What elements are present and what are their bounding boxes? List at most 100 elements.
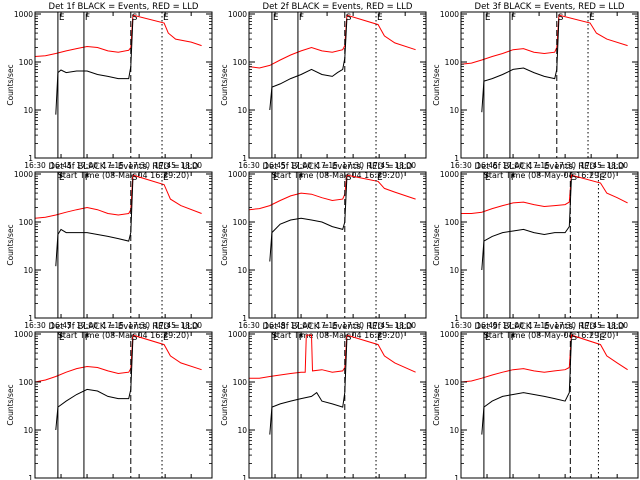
- y-tick-label: 100: [233, 218, 248, 227]
- x-tick-label: 16:30: [238, 321, 260, 330]
- y-tick-label: 100: [19, 378, 34, 387]
- y-tick-label: 10: [449, 106, 459, 115]
- event-marker-label: F: [299, 13, 304, 23]
- y-tick-label: 10: [23, 426, 33, 435]
- y-tick-label: 1000: [14, 170, 33, 179]
- event-marker-label: S: [571, 333, 577, 343]
- x-axis-label: Start Time (08-May-04 16:29:20): [58, 171, 189, 180]
- data-series-line: [461, 174, 628, 214]
- event-marker-label: F: [85, 13, 90, 23]
- y-tick-label: 100: [233, 58, 248, 67]
- event-marker-label: E: [59, 333, 65, 343]
- event-marker-label: F: [511, 173, 516, 183]
- y-axis-label: Counts/sec: [6, 64, 15, 105]
- plot-frame: [460, 11, 639, 159]
- x-tick-label: 17:00: [502, 161, 524, 170]
- y-tick-label: 1000: [14, 10, 33, 19]
- x-axis-label: Start Time (08-May-04 16:29:20): [484, 331, 615, 340]
- event-marker-label: E: [163, 173, 169, 183]
- y-tick-label: 1: [454, 154, 459, 163]
- x-axis-label: Start Time (08-May-04 16:29:20): [484, 171, 615, 180]
- chart-title: Det 8f BLACK = Events, RED = LLD: [263, 322, 413, 332]
- y-tick-label: 100: [445, 218, 460, 227]
- y-tick-label: 1000: [440, 170, 459, 179]
- data-series-line: [34, 14, 202, 57]
- x-tick-label: 17:30: [342, 161, 364, 170]
- x-tick-label: 17:45: [580, 321, 602, 330]
- data-series-line: [249, 334, 416, 379]
- event-marker-label: E: [599, 333, 605, 343]
- x-tick-label: 18:00: [394, 321, 416, 330]
- x-tick-label: 17:15: [528, 321, 550, 330]
- y-tick-label: 1: [28, 314, 33, 323]
- data-series-line: [55, 18, 134, 115]
- chart-title: Det 5f BLACK = Events, RED = LLD: [263, 162, 413, 172]
- event-marker-label: S: [346, 13, 352, 23]
- x-tick-label: 18:00: [394, 161, 416, 170]
- event-marker-label: E: [377, 333, 383, 343]
- event-marker-label: E: [163, 13, 169, 23]
- event-marker-label: S: [132, 13, 138, 23]
- y-axis-label: Counts/sec: [432, 384, 441, 425]
- data-series-line: [460, 14, 628, 65]
- data-series-line: [269, 18, 348, 111]
- chart-title: Det 7f BLACK = Events, RED = LLD: [49, 322, 199, 332]
- plot-frame: [460, 331, 639, 479]
- data-series-line: [55, 338, 134, 431]
- y-axis-label: Counts/sec: [432, 224, 441, 265]
- x-tick-label: 17:30: [554, 161, 576, 170]
- x-tick-label: 17:30: [128, 321, 150, 330]
- y-tick-label: 1000: [440, 10, 459, 19]
- event-marker-label: E: [273, 333, 279, 343]
- plot-frame: [248, 11, 427, 159]
- y-tick-label: 1: [28, 154, 33, 163]
- y-tick-label: 10: [237, 426, 247, 435]
- plot-frame: [248, 171, 427, 319]
- event-marker-label: F: [511, 333, 516, 343]
- data-series-line: [55, 178, 134, 267]
- plot-frame: [34, 331, 213, 479]
- x-tick-label: 17:15: [316, 161, 338, 170]
- x-tick-label: 16:30: [24, 321, 46, 330]
- chart-title: Det 2f BLACK = Events, RED = LLD: [263, 2, 413, 12]
- x-tick-label: 17:30: [554, 321, 576, 330]
- data-series-line: [481, 18, 560, 113]
- event-marker-label: E: [377, 173, 383, 183]
- y-tick-label: 1: [242, 474, 247, 480]
- y-tick-label: 1000: [440, 330, 459, 339]
- event-marker-label: F: [85, 173, 90, 183]
- x-tick-label: 17:00: [76, 321, 98, 330]
- x-tick-label: 17:15: [102, 161, 124, 170]
- x-tick-label: 16:45: [50, 161, 72, 170]
- data-series-line: [460, 334, 628, 383]
- data-series-line: [34, 174, 202, 219]
- event-marker-label: S: [132, 333, 138, 343]
- chart-title: Det 1f BLACK = Events, RED = LLD: [49, 2, 199, 12]
- x-tick-label: 16:30: [24, 161, 46, 170]
- y-tick-label: 10: [23, 106, 33, 115]
- plot-frame: [460, 171, 639, 319]
- data-series-line: [481, 178, 572, 271]
- x-tick-label: 18:00: [180, 161, 202, 170]
- y-axis-label: Counts/sec: [220, 384, 229, 425]
- y-tick-label: 1: [242, 154, 247, 163]
- event-marker-label: E: [163, 333, 169, 343]
- x-tick-label: 17:45: [368, 161, 390, 170]
- event-marker-label: E: [59, 13, 65, 23]
- chart-title: Det 9f BLACK = Events, RED = LLD: [475, 322, 625, 332]
- y-axis-label: Counts/sec: [220, 224, 229, 265]
- y-tick-label: 1: [454, 314, 459, 323]
- y-tick-label: 100: [445, 378, 460, 387]
- y-tick-label: 10: [237, 106, 247, 115]
- plot-frame: [34, 171, 213, 319]
- x-tick-label: 16:45: [476, 321, 498, 330]
- x-tick-label: 17:45: [154, 161, 176, 170]
- x-tick-label: 17:00: [502, 321, 524, 330]
- y-tick-label: 1: [28, 474, 33, 480]
- event-marker-label: S: [346, 333, 352, 343]
- event-marker-label: F: [511, 13, 516, 23]
